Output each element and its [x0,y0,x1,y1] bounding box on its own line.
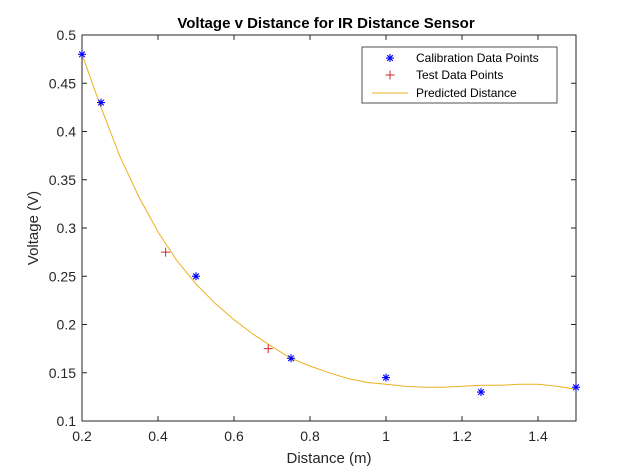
y-tick-label: 0.35 [49,172,76,188]
calibration-data-point [477,388,485,397]
x-tick-label: 1.2 [452,428,472,444]
legend-swatch-asterisk [386,54,394,62]
y-tick-label: 0.5 [57,27,77,43]
x-axis-ticks: 0.2 0.4 0.6 0.8 1 1.2 1.4 [72,35,548,444]
x-tick-label: 0.8 [300,428,320,444]
legend-swatch-plus [385,70,395,80]
legend-label: Test Data Points [416,68,503,82]
calibration-data-point [78,50,86,59]
calibration-data-point [97,98,105,107]
x-axis-label: Distance (m) [286,450,371,467]
test-data-point [263,344,273,354]
x-tick-label: 1 [382,428,390,444]
x-tick-label: 0.4 [148,428,168,444]
x-tick-label: 0.6 [224,428,244,444]
calibration-data-point [287,354,295,363]
chart-title: Voltage v Distance for IR Distance Senso… [177,15,474,32]
x-tick-label: 0.2 [72,428,92,444]
y-tick-label: 0.1 [57,413,77,429]
test-data-point [161,247,171,257]
y-tick-label: 0.45 [49,75,76,91]
y-tick-label: 0.2 [57,317,77,333]
y-tick-label: 0.3 [57,220,77,236]
series-layer [78,50,580,397]
calibration-data-point [382,373,390,382]
y-tick-label: 0.15 [49,365,76,381]
legend: Calibration Data Points Test Data Points P… [361,46,558,104]
y-axis-ticks: 0.1 0.15 0.2 0.25 0.3 0.35 0.4 0.45 0.5 [49,27,576,429]
legend-label: Calibration Data Points [416,51,539,65]
legend-label: Predicted Distance [416,86,517,100]
x-tick-label: 1.4 [528,428,548,444]
series-line-predicted-distance [81,54,577,390]
y-tick-label: 0.4 [57,124,77,140]
y-axis-label: Voltage (V) [25,191,42,265]
y-tick-label: 0.25 [49,268,76,284]
calibration-data-point [192,272,200,281]
calibration-data-point [572,383,580,392]
